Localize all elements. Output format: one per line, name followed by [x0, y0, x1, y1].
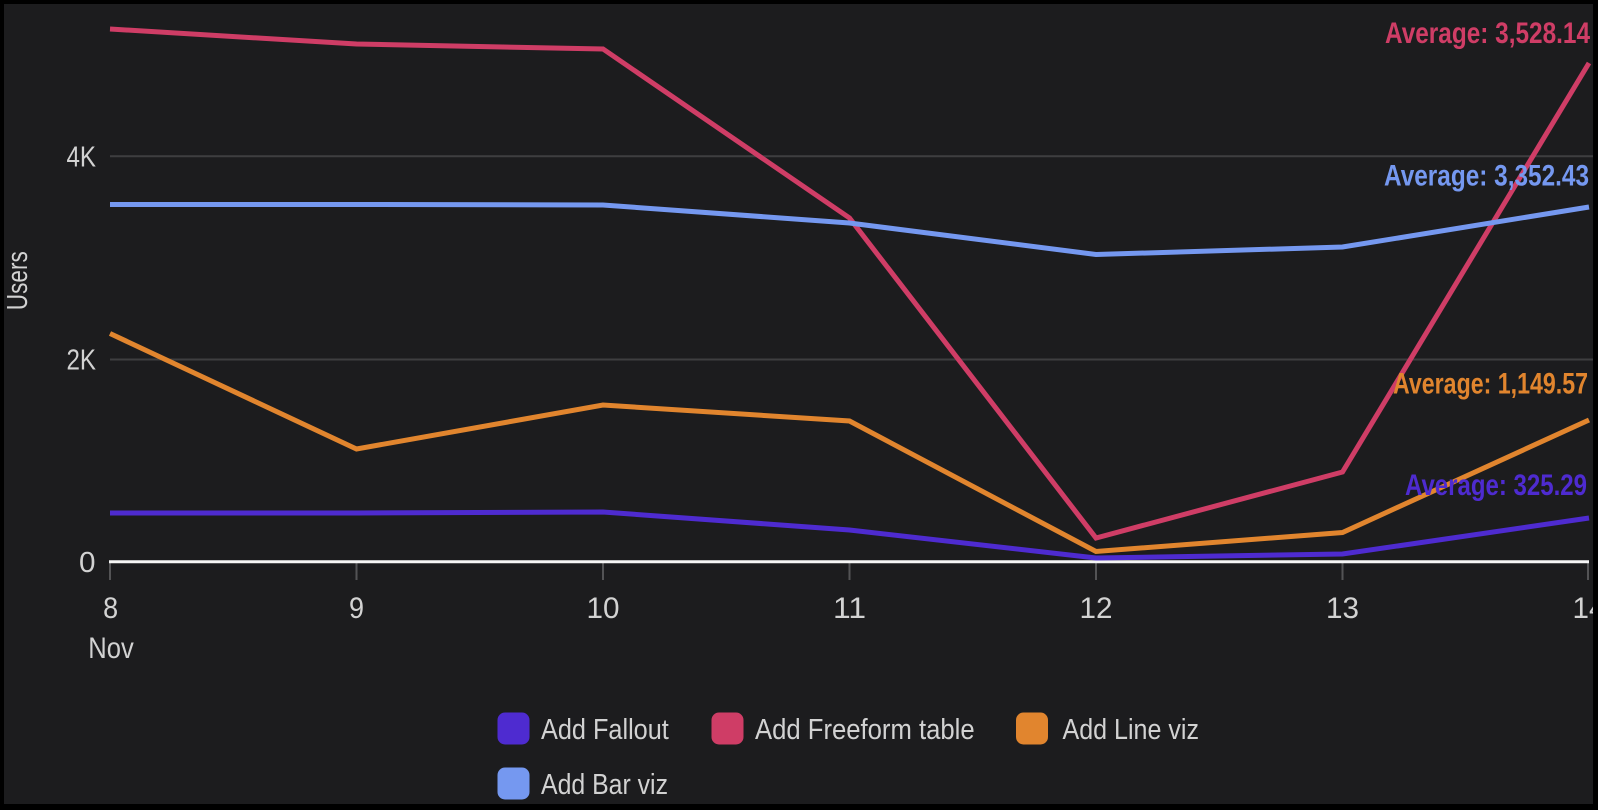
svg-text:9: 9	[349, 592, 364, 625]
svg-text:4K: 4K	[67, 142, 97, 174]
svg-text:Add Line viz: Add Line viz	[1063, 714, 1200, 746]
svg-text:8: 8	[103, 592, 118, 625]
svg-text:Add Bar viz: Add Bar viz	[541, 769, 668, 801]
svg-text:Users: Users	[2, 251, 34, 310]
svg-text:13: 13	[1326, 592, 1359, 625]
svg-text:10: 10	[587, 592, 620, 625]
svg-text:Add Fallout: Add Fallout	[541, 714, 669, 746]
svg-text:0: 0	[79, 547, 96, 579]
svg-text:2K: 2K	[67, 345, 97, 377]
svg-text:Average: 325.29: Average: 325.29	[1405, 469, 1587, 502]
svg-text:Add Freeform table: Add Freeform table	[755, 714, 975, 746]
svg-text:Average: 1,149.57: Average: 1,149.57	[1393, 368, 1588, 401]
svg-text:11: 11	[833, 592, 866, 625]
svg-text:Average: 3,352.43: Average: 3,352.43	[1384, 160, 1589, 193]
svg-text:12: 12	[1080, 592, 1113, 625]
svg-text:Average: 3,528.14: Average: 3,528.14	[1385, 17, 1590, 50]
svg-text:Nov: Nov	[88, 632, 134, 665]
